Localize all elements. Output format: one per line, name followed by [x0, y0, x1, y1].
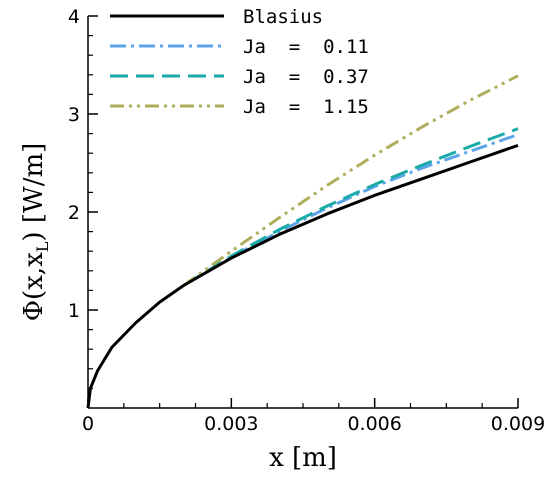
y-tick-label: 3: [68, 104, 80, 126]
legend-label-3: Ja = 1.15: [243, 96, 369, 118]
legend-label-0: Blasius: [243, 6, 323, 28]
y-tick-label: 1: [68, 300, 80, 322]
legend: Blasius Ja = 0.11 Ja = 0.37 Ja = 1.15: [110, 6, 369, 118]
x-tick-label: 0.003: [204, 413, 258, 435]
x-tick-label: 0: [82, 413, 94, 435]
y-axis-label-prefix: Φ(x,x: [19, 252, 49, 321]
series-line-2: [182, 127, 519, 287]
x-tick-label: 0.009: [491, 413, 545, 435]
series-line-1: [182, 133, 519, 287]
y-axis-label: Φ(x,xL) [W/m]: [19, 143, 52, 322]
y-tick-label: 2: [68, 202, 80, 224]
x-tick-label: 0.006: [347, 413, 401, 435]
series-line-3: [182, 74, 519, 287]
plot-area: 0 0.003 0.006 0.009 1 2 3 4: [68, 6, 545, 435]
axis-ticks: 0 0.003 0.006 0.009 1 2 3 4: [68, 6, 545, 435]
y-axis-label-subscript: L: [33, 241, 52, 252]
y-axis-label-suffix: ) [W/m]: [19, 143, 49, 242]
legend-label-2: Ja = 0.37: [243, 66, 369, 88]
x-axis-label: x [m]: [269, 443, 337, 473]
series-layer: [86, 74, 519, 409]
series-line-0: [86, 143, 519, 409]
y-tick-label: 4: [68, 6, 80, 28]
legend-label-1: Ja = 0.11: [243, 36, 369, 58]
